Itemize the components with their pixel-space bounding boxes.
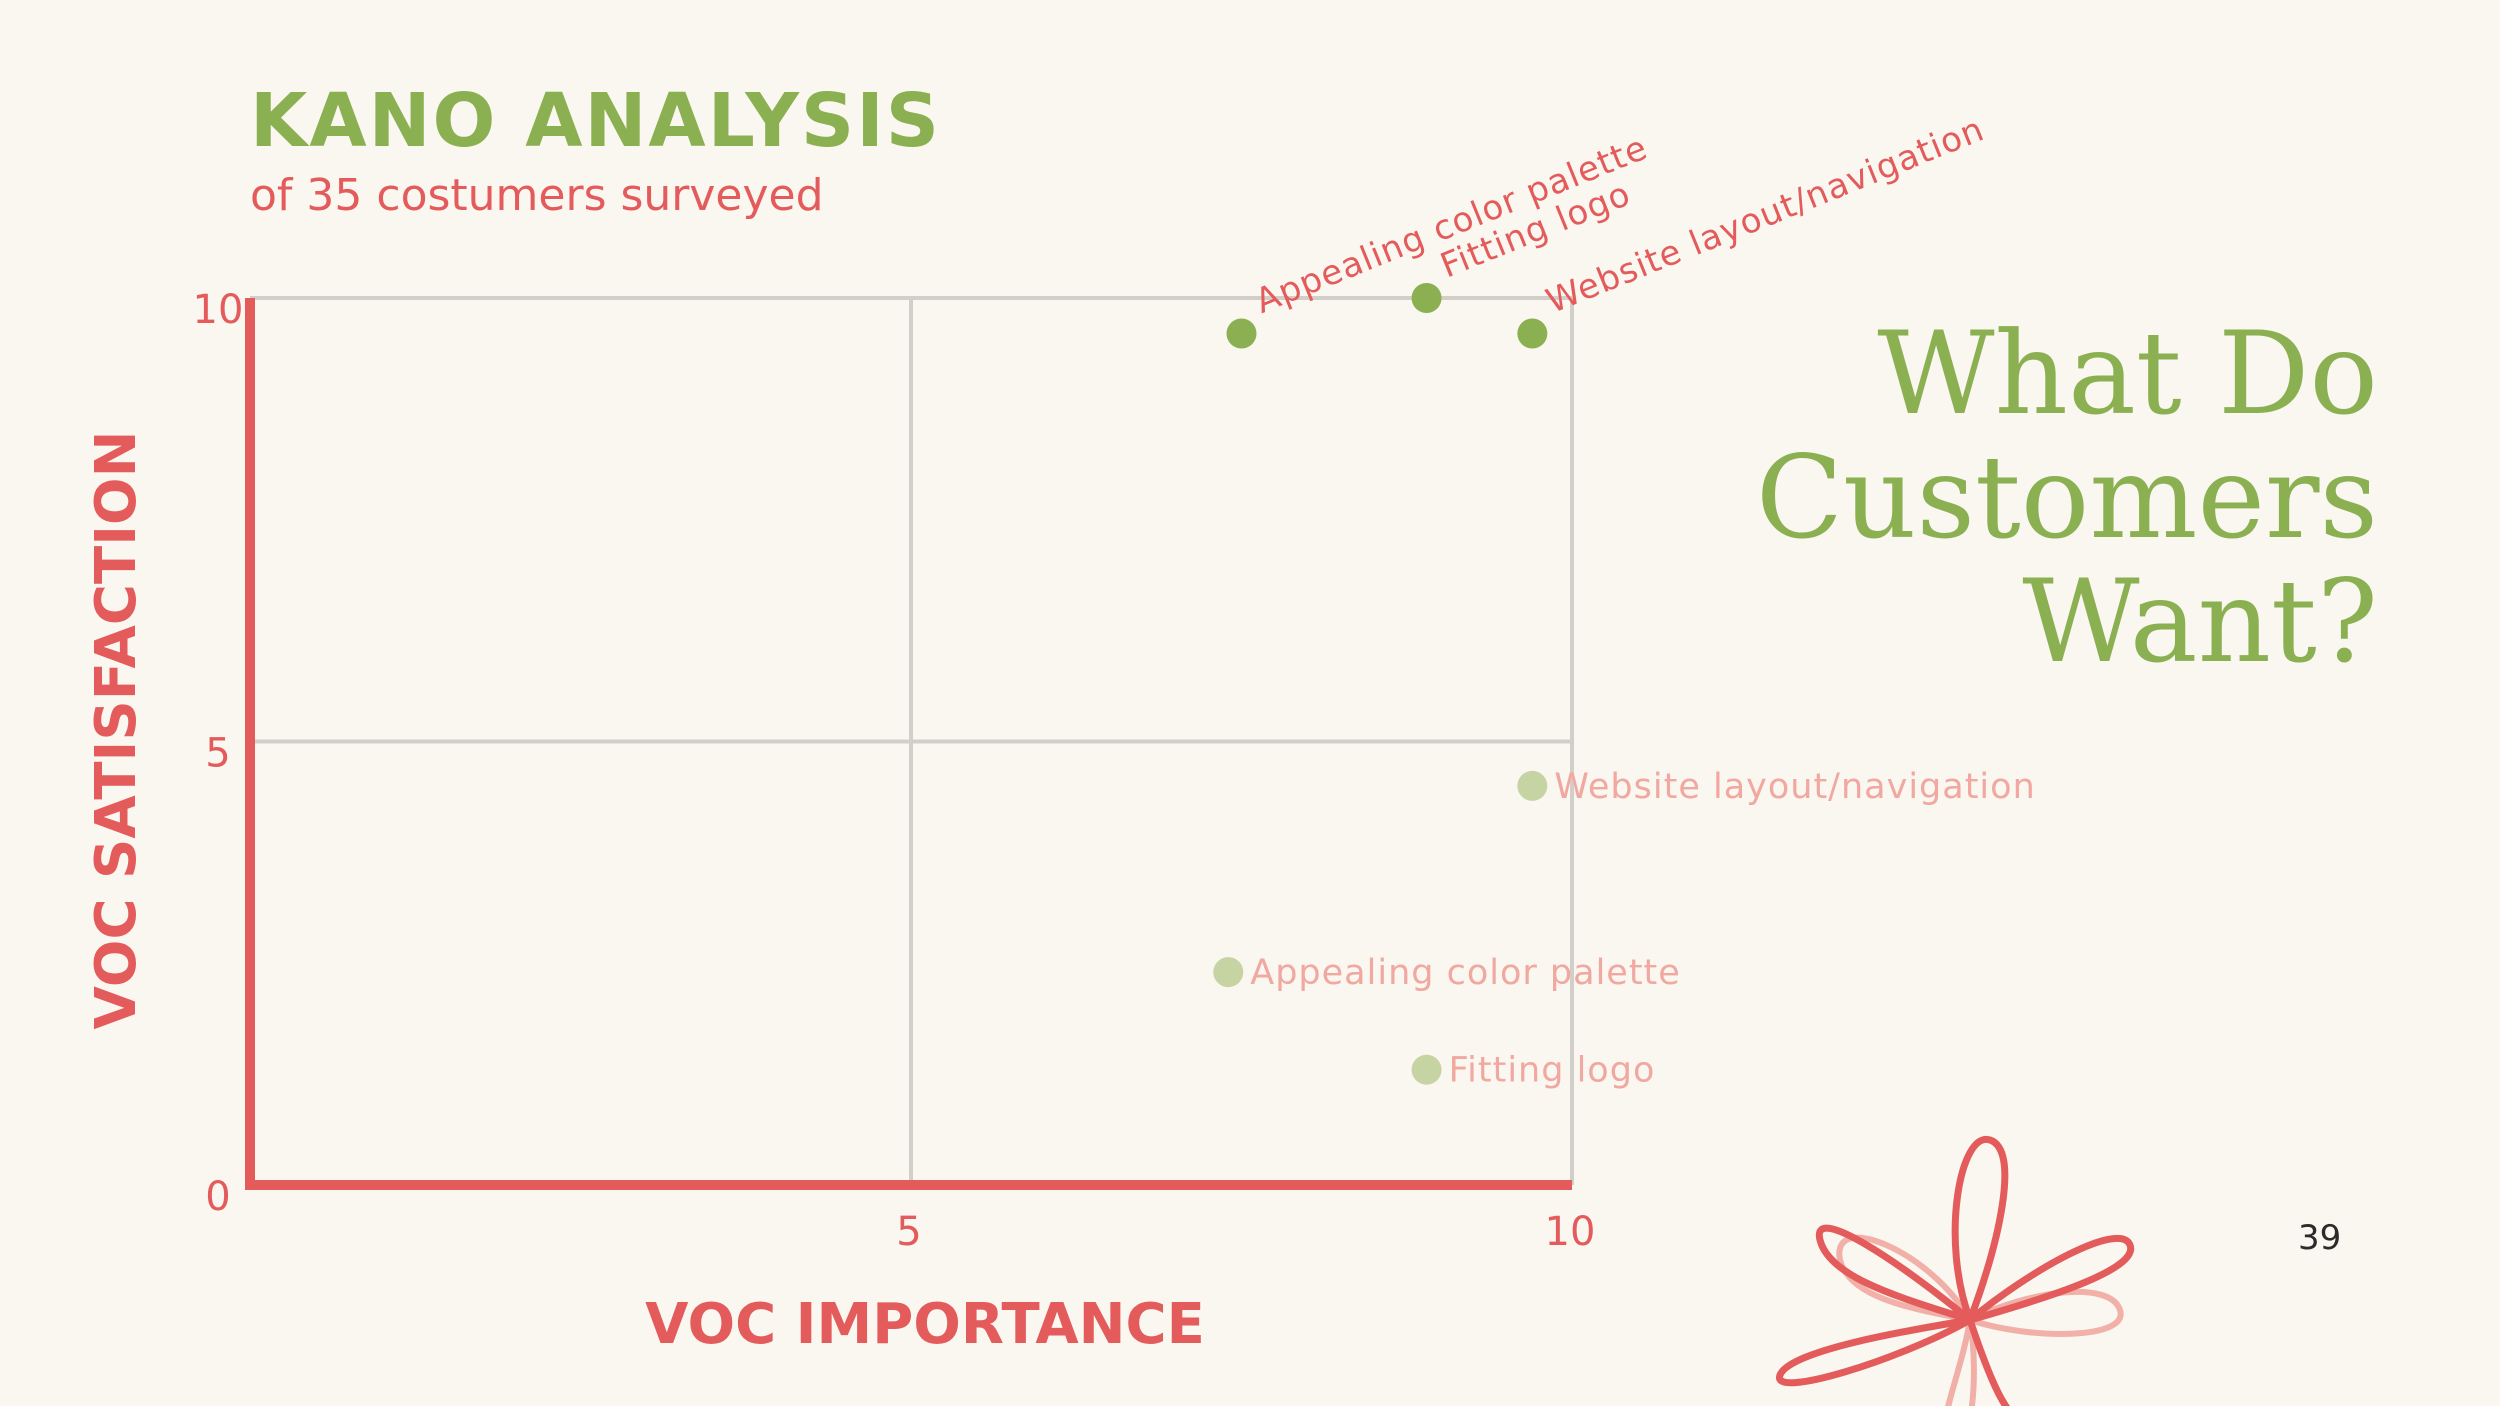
- slide-subtitle: of 35 costumers surveyed: [250, 170, 824, 221]
- data-point-label: Website layout/navigation: [1554, 767, 2035, 807]
- chart-axes: [245, 298, 1572, 1190]
- data-point: [1226, 318, 1257, 349]
- data-point: [1517, 318, 1548, 349]
- data-point: [1517, 770, 1548, 801]
- chart-ticks: 0 5 10 5 10: [193, 287, 1596, 1255]
- y-tick-label: 10: [193, 287, 244, 333]
- x-tick-label: 10: [1545, 1209, 1596, 1255]
- y-tick-label: 0: [205, 1174, 230, 1220]
- slide-title: KANO ANALYSIS: [250, 78, 942, 164]
- data-point: [1213, 957, 1244, 988]
- x-axis-label: VOC IMPORTANCE: [645, 1292, 1205, 1357]
- data-point: [1411, 283, 1442, 313]
- data-point-label: Appealing color palette: [1250, 953, 1681, 993]
- data-point: [1411, 1054, 1442, 1085]
- y-tick-label: 5: [205, 731, 230, 777]
- y-axis-label: VOC SATISFACTION: [84, 430, 149, 1029]
- page-number: 39: [2298, 1218, 2342, 1258]
- headline: What Do Customers Want?: [1755, 307, 2378, 688]
- data-point-label: Fitting logo: [1449, 1051, 1656, 1091]
- chart-grid: [250, 296, 1574, 1185]
- x-tick-label: 5: [896, 1209, 921, 1255]
- chart-points: Appealing color palette Fitting logo Websi…: [1213, 109, 2035, 1091]
- flower-icon: [1776, 1136, 2135, 1406]
